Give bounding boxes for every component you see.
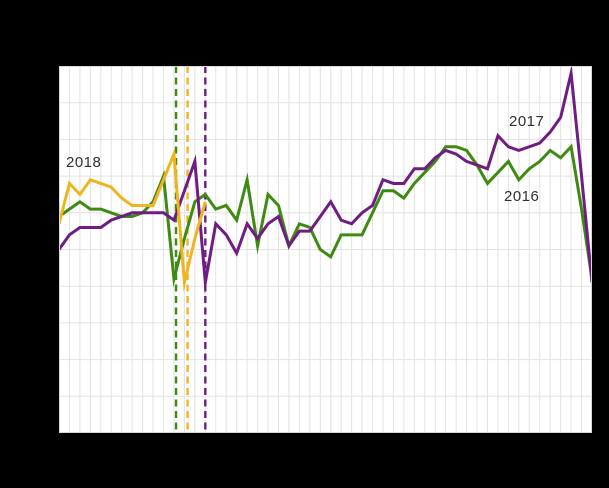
series-line-2017 <box>59 66 592 294</box>
plot-area <box>59 66 592 433</box>
series-line-2018 <box>59 147 207 293</box>
series-label-2017: 2017 <box>509 113 545 130</box>
series-label-2018: 2018 <box>66 154 102 171</box>
chart-svg <box>59 66 592 433</box>
series-line-2016 <box>59 143 592 288</box>
series-label-2016: 2016 <box>504 188 540 205</box>
plot-border <box>59 66 592 433</box>
